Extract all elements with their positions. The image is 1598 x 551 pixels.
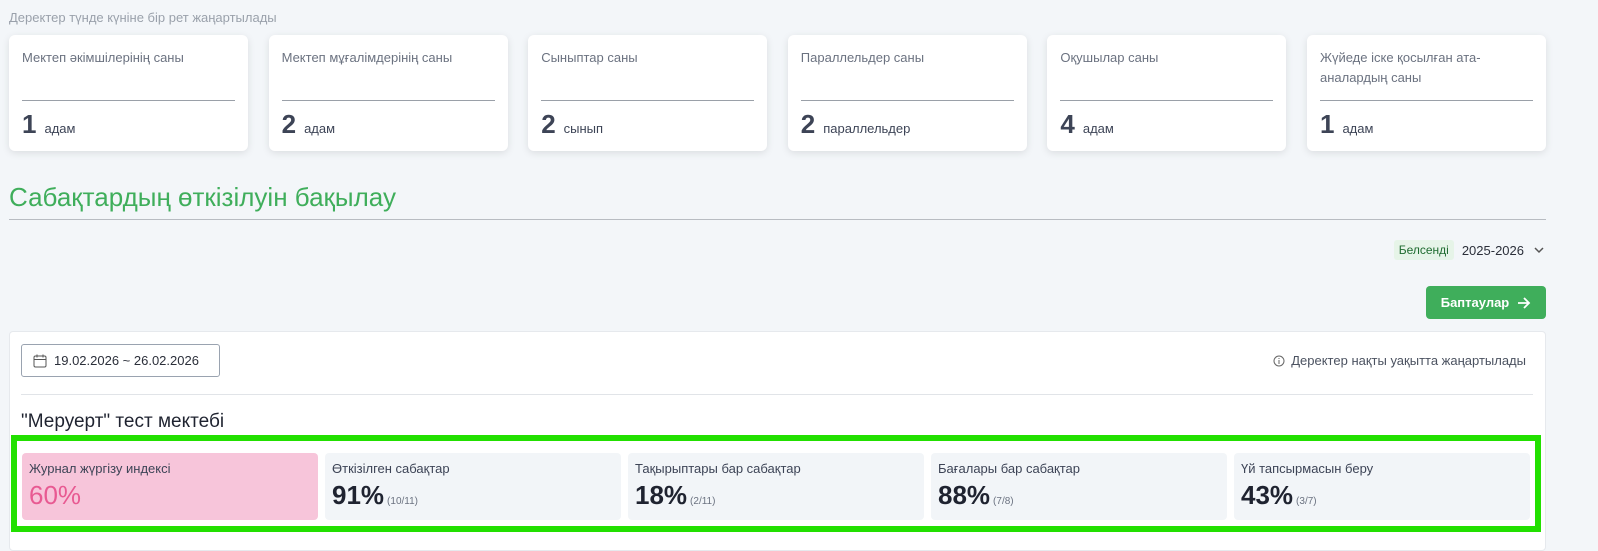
- stat-title: Мектеп әкімшілерінің саны: [22, 50, 184, 65]
- metric-value-row: 91% (10/11): [332, 480, 614, 511]
- stat-value-row: 2 параллельдер: [801, 109, 911, 140]
- chevron: [1534, 247, 1544, 254]
- divider: [9, 219, 1546, 220]
- stat-value: 2: [281, 109, 297, 139]
- metric-value: 60%: [29, 480, 82, 510]
- metric-tile: Журнал жүргізу индексі 60%: [22, 453, 318, 520]
- metric-value-row: 60%: [29, 480, 311, 511]
- arrow-icon: [1518, 296, 1531, 309]
- update-note: Деректер түнде күніне бір рет жаңартылад…: [9, 10, 277, 25]
- calendar-icon: [33, 354, 47, 367]
- divider: [1319, 100, 1533, 101]
- stat-unit: адам: [1082, 121, 1114, 136]
- stat-card: Мектеп әкімшілерінің саны 1 адам: [9, 35, 248, 151]
- stat-value-row: 2 адам: [282, 109, 335, 140]
- stat-title: Параллельдер саны: [800, 50, 925, 65]
- divider: [800, 100, 1014, 101]
- metric-title: Бағалары бар сабақтар: [938, 461, 1081, 476]
- divider: [22, 100, 235, 101]
- section-title: Сабақтардың өткізілуін бақылау: [9, 182, 396, 212]
- year: 2025-2026: [1461, 242, 1524, 258]
- stat-value-row: 4 адам: [1060, 109, 1113, 140]
- metric-tile: Үй тапсырмасын беру 43% (3/7): [1234, 453, 1530, 520]
- divider: [1060, 100, 1274, 101]
- stat-value-row: 1 адам: [22, 109, 75, 140]
- metric-value: 91%: [332, 480, 385, 510]
- metric-value-row: 88% (7/8): [938, 480, 1220, 511]
- stat-unit: адам: [1342, 121, 1374, 136]
- divider: [21, 394, 1533, 395]
- metrics-box: Журнал жүргізу индексі 60% Өткізілген саба…: [11, 435, 1541, 532]
- stat-value: 1: [22, 109, 37, 139]
- metric-detail: (3/7): [1296, 496, 1317, 507]
- stat-title: Сыныптар саны: [541, 50, 638, 65]
- stat-value: 4: [1060, 109, 1075, 139]
- stat-value-row: 1 адам: [1320, 109, 1373, 140]
- metric-value: 88%: [938, 480, 991, 510]
- divider: [541, 100, 755, 101]
- settings-button[interactable]: Баптаулар: [1426, 286, 1546, 319]
- info-icon: [1273, 355, 1285, 366]
- metric-title: Журнал жүргізу индексі: [29, 461, 171, 476]
- stat-title: Жүйеде іске қосылған ата-аналардың саны: [1319, 50, 1481, 85]
- metric-title: Тақырыптары бар сабақтар: [635, 461, 801, 476]
- stat-title: Мектеп мұғалімдерінің саны: [281, 50, 453, 65]
- metric-value: 18%: [635, 480, 688, 510]
- stat-value: 1: [1319, 109, 1335, 139]
- stat-value: 2: [800, 109, 816, 139]
- date-picker[interactable]: 19.02.2026 ~ 26.02.2026: [21, 344, 220, 377]
- stat-card: Жүйеде іске қосылған ата-аналардың саны 1…: [1306, 35, 1546, 151]
- info-text: Деректер нақты уақытта жаңартылады: [1291, 353, 1526, 368]
- stat-card: Сыныптар саны 2 сынып: [528, 35, 768, 151]
- divider: [281, 100, 495, 101]
- date-range: 19.02.2026 ~ 26.02.2026: [54, 353, 199, 368]
- metric-value: 43%: [1241, 480, 1294, 510]
- status-badge: Белсенді: [1393, 240, 1454, 260]
- realtime-info: Деректер нақты уақытта жаңартылады: [1273, 353, 1526, 368]
- stat-value-row: 2 сынып: [541, 109, 603, 140]
- metric-tile: Бағалары бар сабақтар 88% (7/8): [931, 453, 1227, 520]
- button-label: Баптаулар: [1440, 295, 1510, 310]
- metric-detail: (2/11): [690, 496, 716, 507]
- stat-unit: адам: [44, 121, 76, 136]
- metric-detail: (7/8): [993, 496, 1014, 507]
- stat-unit: параллельдер: [823, 121, 911, 136]
- stat-unit: адам: [304, 121, 336, 136]
- stat-card: Параллельдер саны 2 параллельдер: [787, 35, 1027, 151]
- metric-tile: Өткізілген сабақтар 91% (10/11): [325, 453, 621, 520]
- stat-value: 2: [541, 109, 556, 139]
- metric-tile: Тақырыптары бар сабақтар 18% (2/11): [628, 453, 924, 520]
- stat-card: Оқушылар саны 4 адам: [1047, 35, 1287, 151]
- metric-value-row: 18% (2/11): [635, 480, 917, 511]
- stat-cards: Мектеп әкімшілерінің саны 1 адам Мектеп мұғ…: [9, 35, 1546, 151]
- year-filter[interactable]: Белсенді 2025-2026: [1393, 240, 1546, 260]
- metric-title: Өткізілген сабақтар: [332, 461, 450, 476]
- stat-card: Мектеп мұғалімдерінің саны 2 адам: [268, 35, 508, 151]
- school-name: "Меруерт" тест мектебі: [21, 411, 225, 432]
- metric-detail: (10/11): [387, 496, 418, 507]
- stat-unit: сынып: [563, 121, 604, 136]
- metric-value-row: 43% (3/7): [1241, 480, 1523, 511]
- metric-title: Үй тапсырмасын беру: [1241, 461, 1374, 476]
- stat-title: Оқушылар саны: [1060, 50, 1159, 65]
